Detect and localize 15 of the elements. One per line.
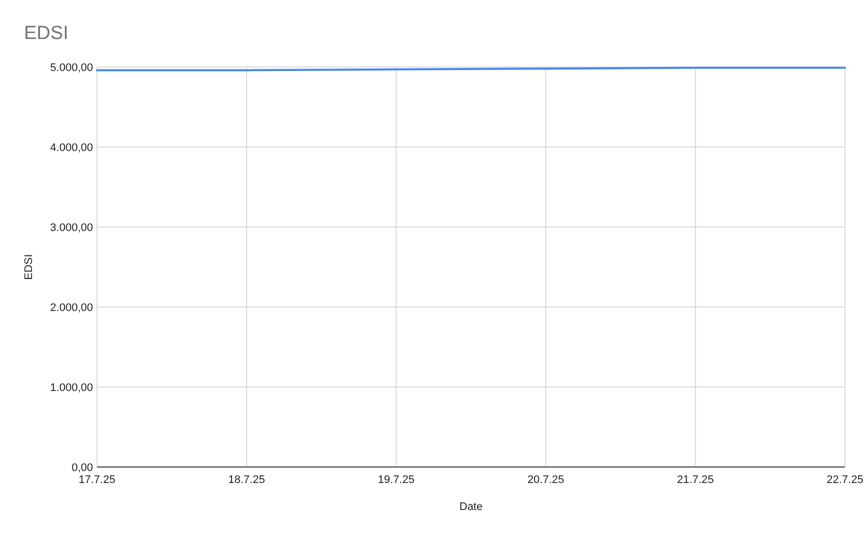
x-tick-label: 18.7.25	[228, 474, 265, 486]
y-tick-label: 0,00	[72, 462, 93, 474]
y-tick-label: 5.000,00	[50, 62, 93, 74]
x-tick-label: 22.7.25	[826, 474, 864, 486]
y-tick-label: 3.000,00	[50, 222, 93, 234]
x-tick-label: 19.7.25	[378, 474, 415, 486]
y-tick-label: 4.000,00	[50, 142, 93, 154]
x-tick-label: 21.7.25	[677, 474, 714, 486]
y-tick-label: 1.000,00	[50, 382, 93, 394]
x-tick-label: 20.7.25	[527, 474, 564, 486]
y-tick-label: 2.000,00	[50, 302, 93, 314]
chart-title: EDSI	[24, 23, 68, 44]
x-axis-title: Date	[459, 501, 483, 513]
y-axis-title: EDSI	[23, 254, 35, 280]
x-tick-label: 17.7.25	[78, 474, 116, 486]
